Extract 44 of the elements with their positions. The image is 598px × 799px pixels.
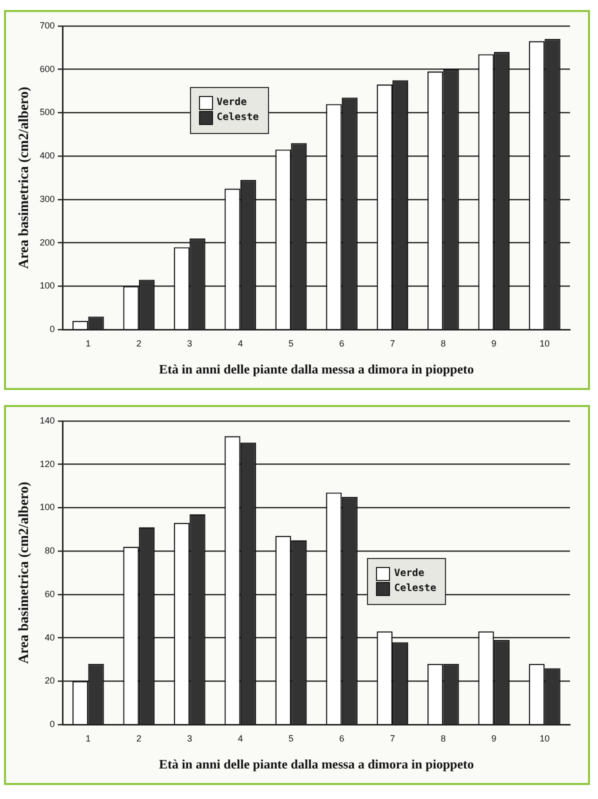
legend-label: Celeste (394, 583, 436, 594)
x-tick-label: 5 (288, 338, 294, 348)
x-tick-label: 8 (440, 338, 446, 348)
y-tick-label: 0 (50, 324, 55, 334)
x-tick-label: 9 (491, 338, 496, 348)
y-axis-title: Area basimetrica (cm2/albero) (17, 86, 32, 269)
x-tick-label: 1 (86, 338, 91, 348)
y-tick-label: 20 (44, 676, 55, 686)
x-tick-label: 4 (238, 338, 243, 348)
x-tick-label: 6 (339, 733, 344, 744)
y-tick-label: 120 (40, 458, 55, 469)
legend-label: Verde (216, 97, 247, 108)
x-tick-label: 4 (238, 733, 243, 744)
x-tick-label: 3 (187, 733, 192, 744)
y-axis-title: Area basimetrica (cm2/albero) (17, 481, 32, 664)
y-tick-label: 100 (40, 502, 55, 512)
y-tick-label: 700 (40, 20, 55, 30)
y-tick-label: 60 (44, 588, 55, 599)
x-tick-label: 7 (390, 733, 395, 744)
x-axis-title: Età in anni delle piante dalla messa a dimora in pioppeto (158, 756, 474, 772)
x-tick-label: 1 (86, 733, 91, 744)
legend-label: Celeste (216, 112, 259, 124)
x-tick-label: 9 (491, 733, 496, 744)
y-tick-label: 40 (44, 632, 55, 642)
x-tick-label: 10 (540, 338, 550, 348)
y-tick-label: 400 (40, 150, 55, 161)
x-tick-label: 8 (440, 733, 446, 744)
y-tick-label: 100 (40, 280, 55, 291)
x-tick-label: 3 (187, 338, 192, 348)
y-tick-label: 200 (40, 237, 55, 248)
x-tick-label: 7 (390, 338, 395, 348)
x-tick-label: 5 (288, 733, 294, 744)
x-tick-label: 2 (136, 733, 142, 744)
y-tick-label: 500 (40, 107, 55, 118)
y-tick-label: 300 (40, 194, 55, 204)
x-tick-label: 2 (136, 338, 142, 348)
x-tick-label: 6 (339, 338, 344, 348)
legend-label: Verde (394, 568, 424, 580)
y-tick-label: 600 (40, 64, 55, 74)
x-axis-title: Età in anni delle piante dalla messa a dimora in pioppeto (158, 362, 474, 377)
y-tick-label: 80 (44, 546, 55, 556)
y-tick-label: 0 (50, 719, 55, 730)
y-tick-label: 140 (40, 415, 55, 426)
x-tick-label: 10 (540, 733, 550, 744)
